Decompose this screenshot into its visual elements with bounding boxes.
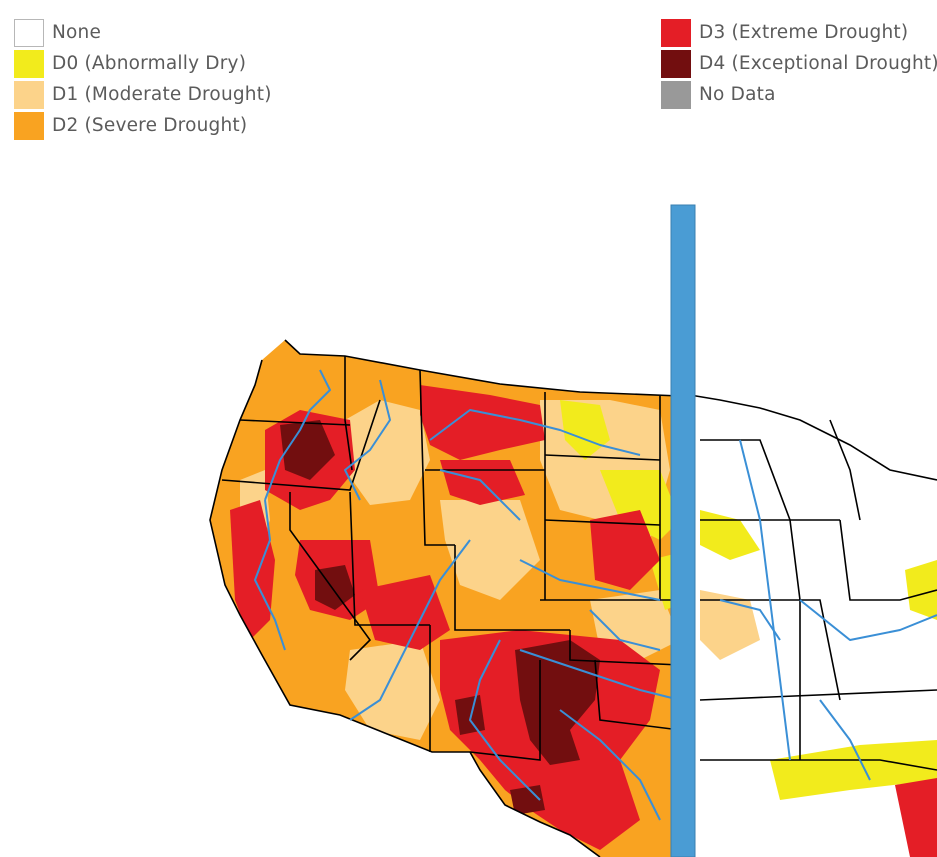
east-drought-region <box>700 510 937 857</box>
river-sacramento <box>254 499 286 651</box>
d1-missouri <box>700 590 760 660</box>
border-ca-nv <box>289 492 372 661</box>
map-divider-bar <box>670 204 696 857</box>
border-gulf-states <box>700 759 937 771</box>
legend-item-d1: D1 (Moderate Drought) <box>14 79 272 110</box>
legend-swatch-d2 <box>14 111 44 140</box>
border-ia <box>700 519 801 601</box>
legend-label-d4: D4 (Exceptional Drought) <box>699 53 937 74</box>
d1-idaho <box>345 400 430 505</box>
border-mn-wi <box>700 439 840 521</box>
legend-label-d0: D0 (Abnormally Dry) <box>52 53 247 74</box>
border-wa-id <box>344 356 353 471</box>
river-arkansas <box>589 609 661 651</box>
legend-swatch-no-data <box>661 80 691 109</box>
river-yellowstone <box>439 469 521 521</box>
d4-texas-panhandle <box>515 640 600 765</box>
legend-swatch-none <box>14 18 44 47</box>
river-red <box>559 709 661 821</box>
river-canadian <box>519 649 681 701</box>
border-nd-sd <box>544 454 661 461</box>
border-tn <box>699 689 937 701</box>
legend-swatch-d1 <box>14 80 44 109</box>
d4-areas <box>280 420 600 815</box>
d3-california <box>230 500 275 640</box>
legend-item-d4: D4 (Exceptional Drought) <box>661 48 937 79</box>
legend-item-d2: D2 (Severe Drought) <box>14 110 272 141</box>
river-mississippi <box>739 439 791 761</box>
border-id-wy <box>419 369 455 546</box>
legend-swatch-d3 <box>661 18 691 47</box>
d4-new-mexico <box>455 695 485 735</box>
legend-swatch-d4 <box>661 49 691 78</box>
legend-label-d3: D3 (Extreme Drought) <box>699 22 909 43</box>
river-snake <box>344 379 391 501</box>
river-colorado <box>349 539 471 721</box>
legend-item-d3: D3 (Extreme Drought) <box>661 17 937 48</box>
d4-nevada <box>315 565 355 610</box>
rivers <box>254 369 937 821</box>
border-in-oh <box>839 519 937 601</box>
legend-left: None D0 (Abnormally Dry) D1 (Moderate Dr… <box>14 17 272 141</box>
border-mo <box>700 599 841 701</box>
legend-swatch-d0 <box>14 49 44 78</box>
river-columbia <box>264 369 331 501</box>
border-co <box>454 545 570 631</box>
legend-item-no-data: No Data <box>661 79 937 110</box>
d1-arizona <box>345 640 440 740</box>
legend-label-d2: D2 (Severe Drought) <box>52 115 248 136</box>
border-west-south <box>209 359 601 857</box>
d3-nebraska <box>590 510 660 590</box>
d3-florida <box>895 778 937 857</box>
border-or-id <box>221 399 381 491</box>
border-ok-tx <box>594 659 681 731</box>
river-platte <box>519 559 661 601</box>
d0-iowa <box>700 510 760 560</box>
west-drought-region <box>210 340 680 857</box>
d1-wyoming-south <box>440 500 540 600</box>
river-missouri-upper <box>429 409 641 456</box>
d0-virginia <box>905 560 937 620</box>
d3-utah <box>360 575 450 650</box>
legend-item-none: None <box>14 17 272 48</box>
east-borders <box>689 394 937 771</box>
river-ohio <box>799 599 937 641</box>
d4-oregon <box>280 420 335 480</box>
river-missouri-lower <box>719 599 781 641</box>
river-rio-grande <box>469 639 541 801</box>
border-ks-ok <box>569 630 681 666</box>
border-nm-tx <box>469 660 541 761</box>
border-nv-ut <box>349 491 430 626</box>
legend-label-none: None <box>52 22 102 43</box>
border-sd-ne <box>544 519 661 526</box>
border-wa-or <box>239 419 351 426</box>
state-borders <box>209 339 681 857</box>
legend-item-d0: D0 (Abnormally Dry) <box>14 48 272 79</box>
river-tennessee <box>819 699 871 781</box>
border-east-north <box>689 394 937 481</box>
legend-label-no-data: No Data <box>699 84 776 105</box>
d0-gulf-coast <box>770 740 937 800</box>
legend-label-d1: D1 (Moderate Drought) <box>52 84 272 105</box>
legend-right: D3 (Extreme Drought) D4 (Exceptional Dro… <box>661 17 937 110</box>
d4-west-texas <box>510 785 545 815</box>
d3-montana <box>420 385 545 460</box>
border-michigan <box>829 419 861 521</box>
